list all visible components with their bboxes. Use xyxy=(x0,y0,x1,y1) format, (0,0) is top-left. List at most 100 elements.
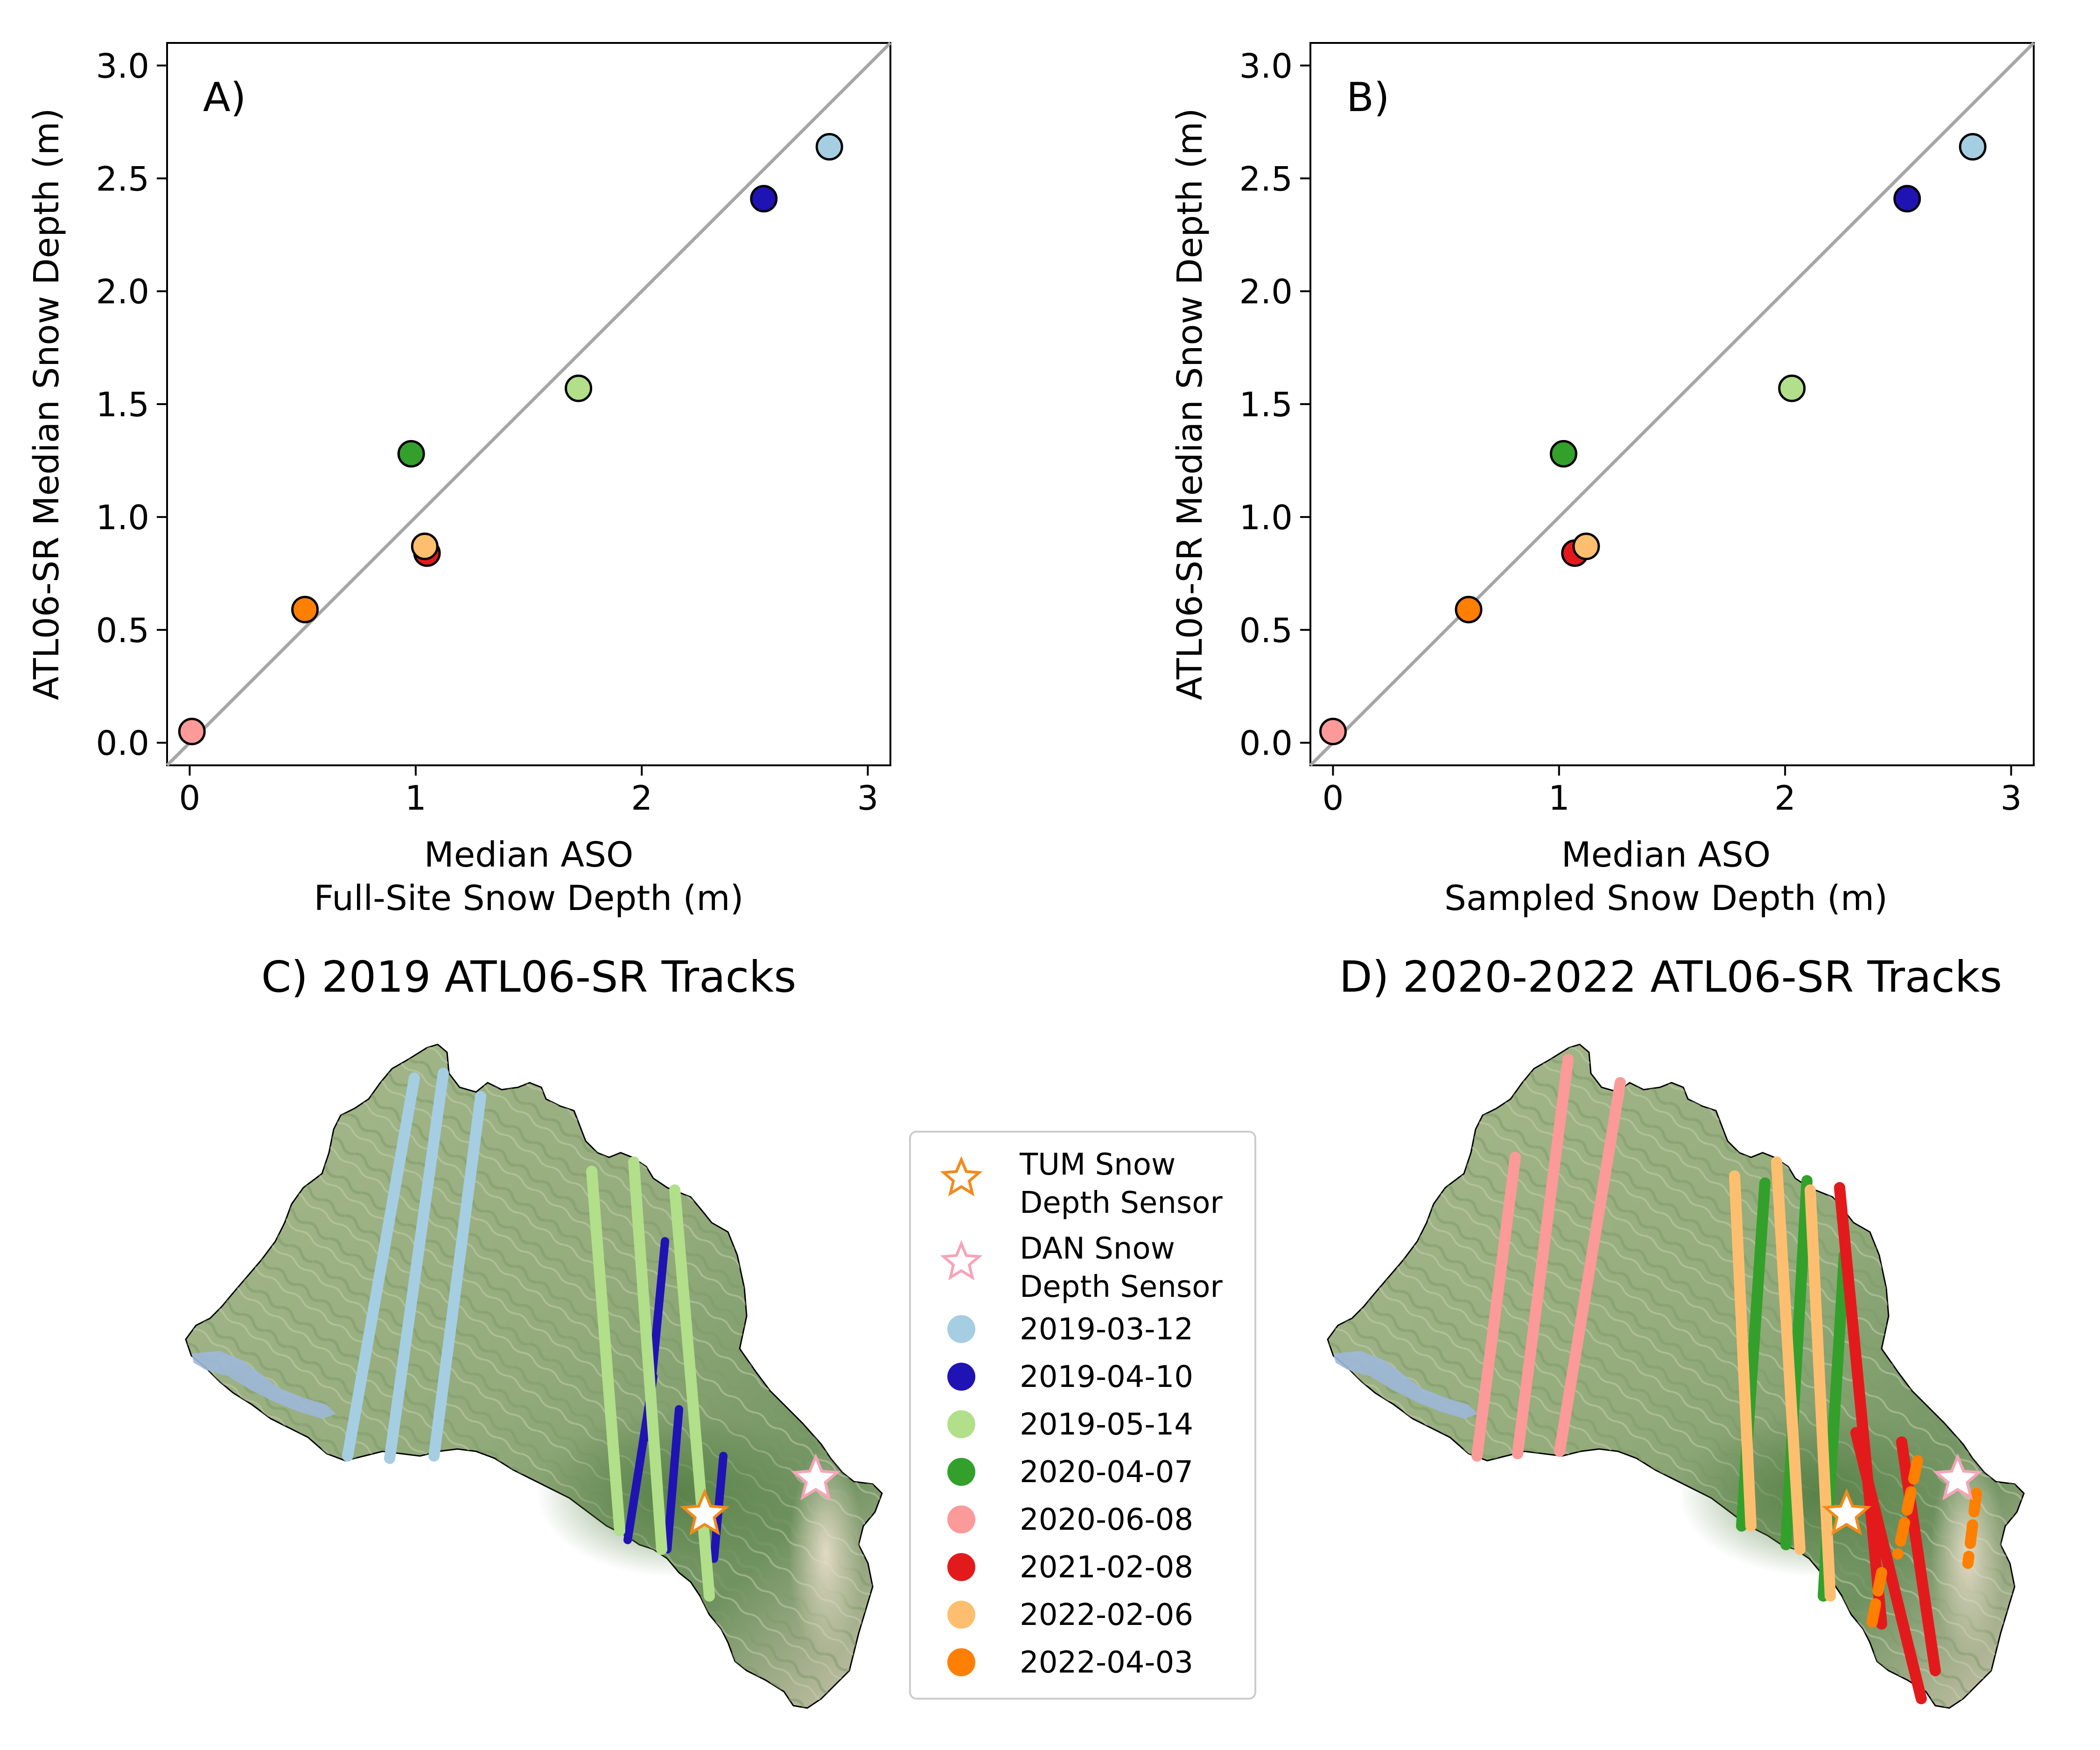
legend-marker xyxy=(947,1363,975,1391)
panel-b: 0 1 2 3 0.0 0.5 1.0 1.5 2.0 2.5 3.0 B) Median ASO… xyxy=(1170,42,2035,918)
legend-marker xyxy=(947,1458,975,1486)
track-2020-06-08 xyxy=(1554,1077,1626,1457)
track-2022-04-03 xyxy=(1864,1567,1887,1639)
legend-sensor-label: DAN Snow xyxy=(1020,1232,1175,1266)
x-axis-label-a-line2: Full-Site Snow Depth (m) xyxy=(314,878,744,918)
point-2019-04-10 xyxy=(1893,185,1921,213)
y-tick-label: 0.0 xyxy=(1239,724,1293,763)
map-title-d: D) 2020-2022 ATL06-SR Tracks xyxy=(1339,952,2002,1002)
one-to-one-line-a xyxy=(166,42,892,767)
legend-box xyxy=(909,1131,1256,1700)
y-tick-label: 2.5 xyxy=(1239,159,1293,198)
legend-sensor-label: Depth Sensor xyxy=(1020,1270,1223,1304)
point-2020-06-08 xyxy=(178,717,206,745)
legend-date-label: 2022-04-03 xyxy=(1020,1645,1193,1680)
dan-sensor-star-icon xyxy=(791,1453,841,1501)
x-axis-label-a-line1: Median ASO xyxy=(424,835,634,875)
legend-star-icon xyxy=(940,1240,983,1281)
map-d xyxy=(1327,1043,2025,1709)
legend-date-label: 2019-04-10 xyxy=(1020,1360,1193,1394)
track-2022-02-06 xyxy=(1805,1184,1836,1602)
legend-date-label: 2021-02-08 xyxy=(1020,1550,1193,1585)
y-tick-label: 2.0 xyxy=(1239,272,1293,311)
track-2020-04-07 xyxy=(1780,1175,1813,1550)
point-2020-04-07 xyxy=(1550,440,1577,468)
x-tick-label: 3 xyxy=(857,778,879,818)
point-2022-04-03 xyxy=(291,595,319,623)
legend-date-label: 2019-03-12 xyxy=(1020,1312,1193,1347)
x-tick-label: 2 xyxy=(631,778,652,818)
track-2019-05-14 xyxy=(586,1166,625,1536)
legend-date-label: 2019-05-14 xyxy=(1020,1407,1193,1442)
x-tick-label: 1 xyxy=(1548,778,1570,818)
track-2022-02-06 xyxy=(1771,1156,1806,1555)
point-2019-05-14 xyxy=(1778,374,1806,402)
panel-label-a: A) xyxy=(203,74,246,121)
y-tick-label: 0.5 xyxy=(1239,611,1293,650)
point-2019-04-10 xyxy=(750,185,778,213)
reservoir-c xyxy=(191,1351,336,1419)
point-2020-04-07 xyxy=(397,440,425,468)
y-tick-label: 0.5 xyxy=(96,611,149,650)
track-2019-03-12 xyxy=(428,1091,486,1462)
legend-marker xyxy=(947,1410,975,1438)
y-tick-label: 3.0 xyxy=(96,46,149,85)
point-2022-02-06 xyxy=(411,532,439,560)
panel-a: 0 1 2 3 0.0 0.5 1.0 1.5 2.0 2.5 3.0 A) Median ASO… xyxy=(27,42,892,918)
x-tick-label: 0 xyxy=(179,778,201,818)
legend-date-label: 2022-02-06 xyxy=(1020,1598,1193,1632)
x-tick-label: 3 xyxy=(2001,778,2022,818)
legend-sensor-label: TUM Snow xyxy=(1019,1148,1176,1182)
point-2019-05-14 xyxy=(565,374,593,402)
track-2022-04-03 xyxy=(1962,1488,1982,1569)
forest-area-c xyxy=(537,1409,817,1577)
tum-sensor-star-icon xyxy=(1821,1488,1872,1536)
y-tick-label: 3.0 xyxy=(1239,46,1293,85)
x-axis-label-b-line1: Median ASO xyxy=(1561,835,1771,875)
track-2022-02-06 xyxy=(1729,1170,1757,1532)
x-tick-label: 1 xyxy=(405,778,427,818)
y-axis-label-b: ATL06-SR Median Snow Depth (m) xyxy=(1170,108,1210,700)
legend-sensor-label: Depth Sensor xyxy=(1020,1186,1223,1220)
y-tick-label: 1.5 xyxy=(96,385,149,424)
track-2019-05-14 xyxy=(669,1184,715,1602)
y-tick-label: 0.0 xyxy=(96,724,149,763)
y-tick-label: 2.0 xyxy=(96,272,149,311)
point-2022-04-03 xyxy=(1455,595,1483,623)
map-title-c: C) 2019 ATL06-SR Tracks xyxy=(261,952,797,1002)
terrain-shading-c xyxy=(186,1044,882,1708)
legend-marker xyxy=(947,1553,975,1581)
legend-date-label: 2020-06-08 xyxy=(1020,1503,1193,1537)
point-2020-06-08 xyxy=(1319,717,1347,745)
point-2019-03-12 xyxy=(1959,133,1987,161)
map-c xyxy=(185,1043,883,1709)
legend-date-label: 2020-04-07 xyxy=(1020,1455,1193,1490)
track-2021-02-08 xyxy=(1896,1436,1941,1676)
y-axis-label-a: ATL06-SR Median Snow Depth (m) xyxy=(27,108,67,700)
track-2020-06-08 xyxy=(1512,1054,1574,1459)
legend-marker xyxy=(947,1601,975,1629)
dan-sensor-star-icon xyxy=(1932,1453,1983,1501)
rock-area-c xyxy=(789,1447,863,1661)
x-axis-label-b-line2: Sampled Snow Depth (m) xyxy=(1444,878,1888,918)
point-2019-03-12 xyxy=(815,133,843,161)
track-2019-04-10 xyxy=(663,1405,683,1554)
track-2021-02-08 xyxy=(1834,1182,1887,1630)
track-2019-03-12 xyxy=(342,1072,420,1462)
one-to-one-line-b xyxy=(1309,42,2035,767)
point-2022-02-06 xyxy=(1572,532,1600,560)
y-tick-label: 1.0 xyxy=(1239,498,1293,537)
y-tick-label: 1.5 xyxy=(1239,385,1293,424)
legend-marker xyxy=(947,1315,975,1343)
track-2020-06-08 xyxy=(1471,1152,1521,1462)
track-2022-04-03 xyxy=(1892,1455,1923,1560)
terrain-shading-d xyxy=(1328,1044,2024,1708)
legend-star-icon xyxy=(940,1156,983,1197)
track-2019-05-14 xyxy=(628,1156,667,1555)
y-tick-label: 2.5 xyxy=(96,159,149,198)
tum-sensor-star-icon xyxy=(679,1488,730,1536)
legend: TUM Snow Depth Sensor DAN Snow Depth Sensor… xyxy=(909,1131,1256,1700)
x-tick-label: 0 xyxy=(1323,778,1344,818)
reservoir-d xyxy=(1333,1351,1478,1419)
x-tick-label: 2 xyxy=(1774,778,1796,818)
